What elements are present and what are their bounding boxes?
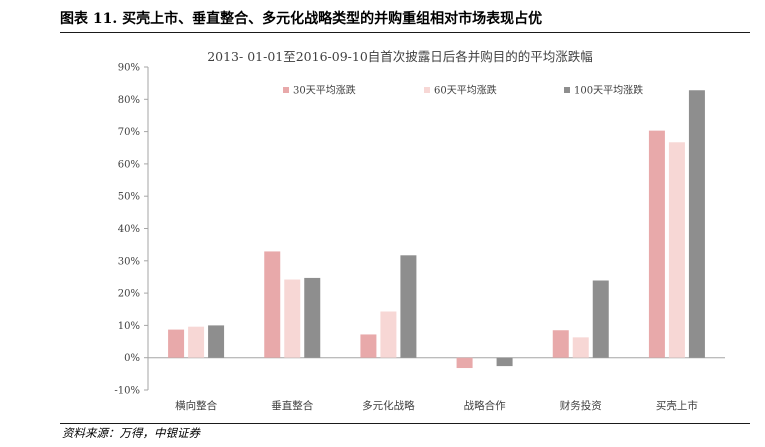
y-tick-label: 50% [118, 192, 140, 203]
axis-layer: -10% 0% 10% 20% 30% 40% 50% 60% 70% 80% 90% 横向整合 垂直整… [114, 63, 725, 412]
legend-swatch [283, 87, 289, 93]
legend-label: 30天平均涨跌 [293, 84, 356, 97]
bar [208, 325, 225, 358]
bar [592, 280, 609, 358]
y-tick-label: 60% [118, 159, 140, 170]
legend-swatch [564, 87, 570, 93]
y-tick-label: 0% [124, 353, 140, 364]
bar [400, 255, 417, 358]
category-label: 战略合作 [464, 399, 506, 412]
bar [496, 357, 513, 367]
source-note: 资料来源：万得，中银证券 [62, 426, 200, 440]
legend-swatch [424, 87, 430, 93]
source-rule [60, 423, 750, 424]
y-tick-label: 30% [118, 256, 140, 267]
bar [380, 311, 397, 358]
bar [284, 279, 301, 358]
y-tick-label: 80% [118, 95, 140, 106]
bar-layer [168, 90, 705, 369]
bar [264, 251, 281, 358]
bar [456, 357, 473, 369]
bar [168, 329, 185, 358]
bar [360, 334, 377, 358]
legend: 30天平均涨跌 60天平均涨跌 100天平均涨跌 [283, 84, 643, 97]
bar [688, 90, 705, 358]
y-tick-label: 70% [118, 127, 140, 138]
category-label: 多元化战略 [362, 399, 415, 412]
bar [304, 277, 321, 358]
bar [552, 330, 569, 358]
chart-title: 2013- 01-01至2016-09-10自首次披露日后各并购目的的平均涨跌幅 [207, 49, 593, 64]
legend-label: 100天平均涨跌 [574, 84, 643, 97]
y-tick-label: 20% [118, 289, 140, 300]
y-tick-label: -10% [114, 386, 140, 397]
bar [572, 337, 589, 358]
y-tick-label: 40% [118, 224, 140, 235]
title-rule [60, 32, 750, 33]
category-label: 买壳上市 [656, 399, 698, 412]
y-tick-label: 90% [118, 63, 140, 74]
legend-label: 60天平均涨跌 [434, 84, 497, 97]
category-label: 财务投资 [560, 399, 602, 412]
bar [668, 142, 685, 358]
y-tick-label: 10% [118, 321, 140, 332]
bar [188, 326, 205, 358]
figure-title: 图表 11. 买壳上市、垂直整合、多元化战略类型的并购重组相对市场表现占优 [60, 11, 543, 27]
category-label: 横向整合 [175, 399, 217, 412]
bar [648, 130, 665, 358]
category-label: 垂直整合 [271, 399, 313, 412]
